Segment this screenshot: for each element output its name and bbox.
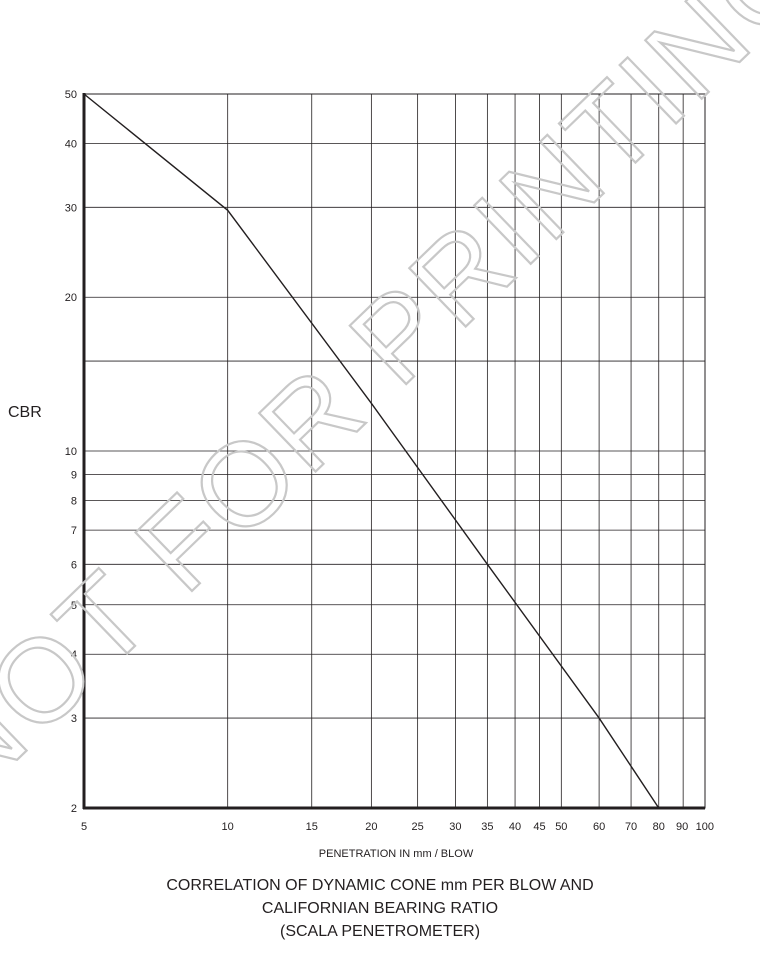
grid bbox=[83, 93, 706, 809]
series-layer bbox=[83, 93, 660, 809]
x-tick-label: 80 bbox=[653, 821, 665, 833]
y-tick-label: 4 bbox=[71, 649, 77, 661]
y-tick-label: 7 bbox=[71, 525, 77, 537]
x-tick-label: 50 bbox=[555, 821, 567, 833]
x-tick-label: 15 bbox=[306, 821, 318, 833]
y-tick-labels: 2 3 4 5 6 7 8 9 10 20 30 40 50 bbox=[65, 89, 77, 815]
x-tick-label: 60 bbox=[593, 821, 605, 833]
x-tick-label: 45 bbox=[533, 821, 545, 833]
x-tick-label: 90 bbox=[676, 821, 688, 833]
x-axis-label: PENETRATION IN mm / BLOW bbox=[319, 848, 474, 860]
y-tick-label: 20 bbox=[65, 292, 77, 304]
chart-caption: CORRELATION OF DYNAMIC CONE mm PER BLOW … bbox=[0, 874, 760, 943]
caption-line-2: CALIFORNIAN BEARING RATIO bbox=[261, 900, 499, 917]
y-tick-label: 6 bbox=[71, 559, 77, 571]
cbr-correlation-line bbox=[83, 93, 660, 809]
x-tick-label: 25 bbox=[412, 821, 424, 833]
caption-line-3: (SCALA PENETROMETER) bbox=[279, 923, 481, 940]
x-tick-label: 40 bbox=[509, 821, 521, 833]
y-tick-label: 5 bbox=[71, 600, 77, 612]
x-tick-label: 100 bbox=[696, 821, 714, 833]
y-tick-label: 40 bbox=[65, 138, 77, 150]
x-tick-label: 70 bbox=[625, 821, 637, 833]
y-tick-label: 50 bbox=[65, 89, 77, 101]
plot-frame bbox=[82, 93, 706, 810]
y-tick-label: 9 bbox=[71, 469, 77, 481]
y-tick-label: 2 bbox=[71, 803, 77, 815]
y-tick-label: 3 bbox=[71, 713, 77, 725]
x-tick-label: 20 bbox=[365, 821, 377, 833]
y-tick-label: 10 bbox=[65, 446, 77, 458]
watermark: NOT FOR PRINTING bbox=[0, 0, 760, 823]
x-tick-label: 5 bbox=[81, 821, 87, 833]
x-tick-label: 35 bbox=[481, 821, 493, 833]
x-tick-labels: 5 10 15 20 25 30 35 40 45 50 60 70 80 90 100 bbox=[81, 821, 714, 833]
x-tick-label: 30 bbox=[449, 821, 461, 833]
y-axis-label: CBR bbox=[8, 404, 42, 421]
y-tick-label: 30 bbox=[65, 202, 77, 214]
caption-line-1: CORRELATION OF DYNAMIC CONE mm PER BLOW … bbox=[166, 877, 594, 894]
y-tick-label: 8 bbox=[71, 495, 77, 507]
x-tick-label: 10 bbox=[222, 821, 234, 833]
